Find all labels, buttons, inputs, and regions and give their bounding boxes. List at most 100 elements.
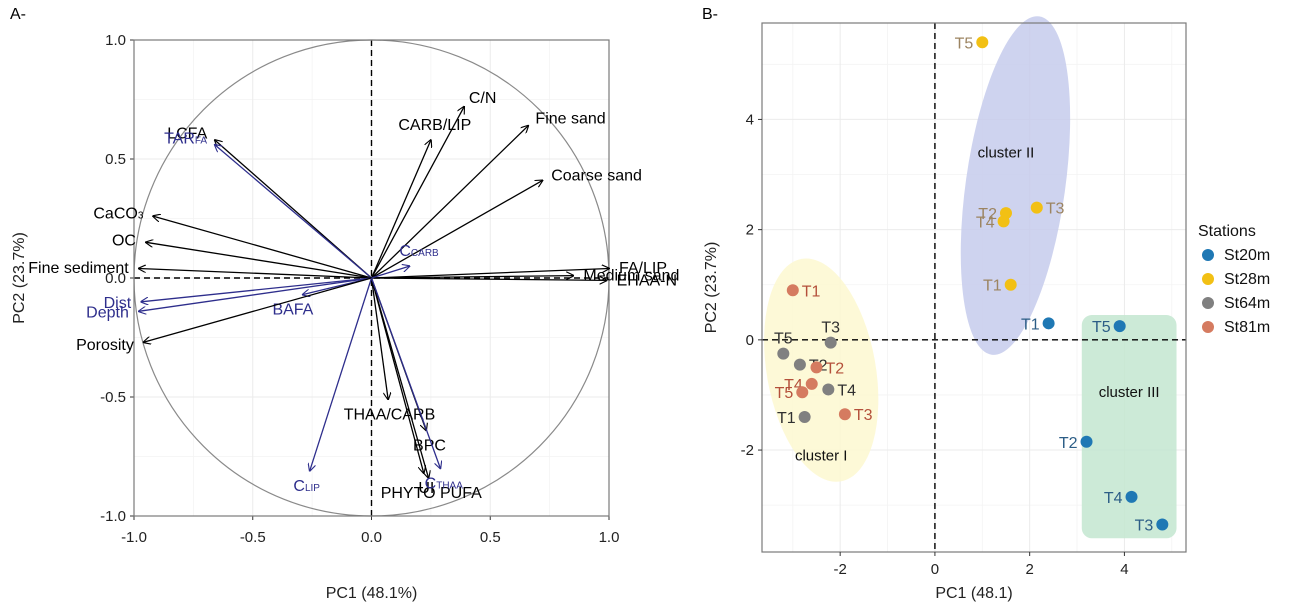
vector-label: Depth — [86, 305, 129, 322]
point-label: T5 — [955, 35, 974, 52]
data-point — [1030, 201, 1043, 214]
legend-swatch — [1202, 249, 1214, 261]
vector-carb-lip — [370, 140, 431, 279]
x-tick-label: 4 — [1120, 561, 1128, 578]
x-tick-label: -2 — [833, 561, 846, 578]
data-point — [838, 408, 851, 421]
cluster-region — [960, 16, 1071, 355]
point-label: T2 — [1059, 435, 1078, 452]
vector-label: LCFA — [167, 125, 207, 142]
y-tick-label: -0.5 — [100, 389, 126, 406]
cluster-region — [1081, 315, 1177, 539]
legend-swatch — [1202, 297, 1214, 309]
vector-fine-sediment — [139, 268, 372, 279]
x-tick-label: 0.5 — [480, 529, 501, 546]
vector-porosity — [144, 277, 372, 342]
legend-title: Stations — [1198, 223, 1256, 240]
y-axis-title: PC2 (23.7%) — [11, 232, 28, 324]
y-tick-label: 1.0 — [105, 32, 126, 49]
vector-label: Coarse sand — [551, 167, 642, 184]
vector-label: CLIP — [293, 478, 320, 495]
legend-label: St81m — [1224, 319, 1270, 336]
data-point — [1004, 278, 1017, 291]
x-axis-title: PC1 (48.1%) — [326, 585, 418, 602]
vector-fine-sand — [371, 126, 529, 279]
y-tick-label: -2 — [741, 442, 754, 459]
data-point — [822, 383, 835, 396]
y-tick-label: 0.5 — [105, 151, 126, 168]
x-axis-title: PC1 (48.1) — [935, 585, 1012, 602]
point-label: T4 — [837, 382, 856, 399]
vector-oc — [146, 242, 372, 279]
point-label: T3 — [1046, 201, 1065, 218]
cluster-label: cluster II — [978, 144, 1035, 161]
point-label: T1 — [1021, 316, 1040, 333]
vector-phyto-pufa — [370, 277, 429, 478]
cluster-label: cluster I — [795, 448, 848, 465]
vector-label: CCARB — [399, 243, 439, 260]
point-label: T1 — [777, 410, 796, 427]
vector-label: FA/LIP — [619, 260, 667, 277]
data-point — [777, 347, 790, 360]
legend-label: St64m — [1224, 295, 1270, 312]
vector-label: TARFA — [164, 130, 207, 147]
point-label: T5 — [774, 331, 793, 348]
vector-dist — [141, 277, 372, 302]
data-point — [798, 410, 811, 423]
data-point — [1042, 317, 1055, 330]
vector-label: Fine sand — [535, 111, 605, 128]
legend-label: St28m — [1224, 271, 1270, 288]
data-point — [997, 215, 1010, 228]
panel-a-biplot: -1.0 -0.5 0.0 0.5 1.0 -1.0 -0.5 0.0 0.5 1.0 LCFATA… — [11, 32, 679, 602]
vector-thaa-carb — [370, 277, 389, 399]
vector-ccarb — [371, 266, 410, 279]
point-label: T1 — [983, 278, 1002, 295]
point-label: T3 — [821, 320, 840, 337]
plot-frame — [133, 39, 610, 517]
point-label: T3 — [854, 407, 873, 424]
panel-b-scatter: cluster I cluster II cluster III T1 T5 T2 T4 T3… — [703, 16, 1270, 602]
vector-coarse-sand — [371, 180, 543, 279]
vector-tarfa — [215, 145, 372, 279]
data-point — [1080, 435, 1093, 448]
vector-label: BPC — [413, 437, 446, 454]
x-tick-label: -0.5 — [240, 529, 266, 546]
x-tick-label: 0 — [931, 561, 939, 578]
data-point — [1125, 490, 1138, 503]
y-axis-title: PC2 (23.7%) — [703, 242, 720, 334]
data-point — [976, 36, 989, 49]
vector-label: C/N — [469, 90, 497, 107]
vector-label: Fine sediment — [28, 260, 129, 277]
cluster-label: cluster III — [1099, 384, 1160, 401]
y-tick-label: 0 — [746, 332, 754, 349]
point-label: T2 — [978, 206, 997, 223]
vector-fa-lip — [371, 268, 610, 279]
point-label: T3 — [1135, 517, 1154, 534]
data-point — [1156, 518, 1169, 531]
vector-caco3 — [153, 216, 372, 279]
vector-depth — [139, 277, 372, 311]
y-tick-label: -1.0 — [100, 508, 126, 525]
x-tick-label: 0.0 — [361, 529, 382, 546]
panel-b-label: B- — [702, 6, 718, 23]
data-point — [805, 377, 818, 390]
legend-swatch — [1202, 321, 1214, 333]
vector-label: PHYTO PUFA — [381, 485, 482, 502]
data-point — [793, 358, 806, 371]
vector-label: Dist — [104, 295, 132, 312]
vector-clip — [310, 277, 373, 471]
vector-c-n — [370, 107, 465, 279]
legend-label: St20m — [1224, 247, 1270, 264]
panel-a-label: A- — [10, 6, 26, 23]
vector-label: EHAA-N — [617, 272, 677, 289]
data-point — [786, 284, 799, 297]
x-tick-label: -1.0 — [121, 529, 147, 546]
data-point — [824, 336, 837, 349]
vector-label: OC — [112, 233, 136, 250]
y-tick-label: 0.0 — [105, 270, 126, 287]
data-point — [796, 386, 809, 399]
vector-ehaa-n — [371, 278, 607, 280]
vector-label: CTHAA — [425, 475, 464, 492]
vector-label: Porosity — [76, 337, 134, 354]
